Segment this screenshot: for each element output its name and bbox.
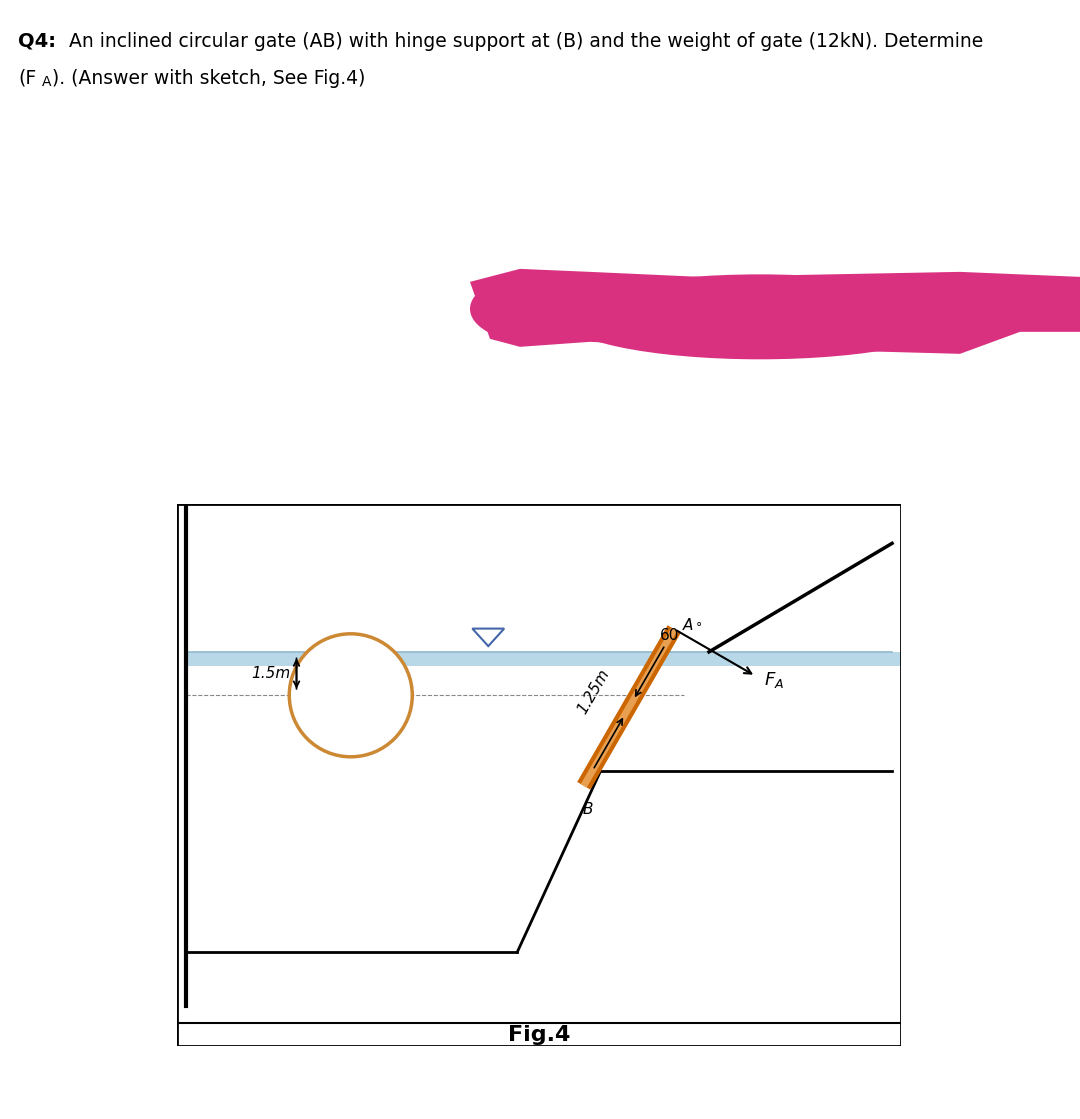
Bar: [186, 652, 901, 666]
Text: $F_A$: $F_A$: [765, 670, 784, 689]
Text: An inclined circular gate (AB) with hinge support at (B) and the weight of gate : An inclined circular gate (AB) with hing…: [63, 32, 983, 51]
Text: Fig.4: Fig.4: [508, 1025, 570, 1045]
Text: Q4:: Q4:: [18, 32, 56, 51]
Text: 1.5m: 1.5m: [252, 666, 291, 681]
Text: 60: 60: [660, 628, 679, 643]
Text: 1.25m: 1.25m: [575, 666, 612, 716]
Text: °: °: [696, 621, 702, 633]
Circle shape: [289, 633, 413, 756]
Text: A: A: [683, 618, 693, 633]
Text: ). (Answer with sketch, See Fig.4): ). (Answer with sketch, See Fig.4): [52, 69, 365, 88]
Ellipse shape: [561, 274, 960, 359]
Ellipse shape: [470, 276, 590, 341]
PathPatch shape: [470, 269, 1080, 354]
Text: B: B: [582, 801, 593, 817]
Text: (F: (F: [18, 69, 37, 88]
Text: A: A: [42, 75, 52, 90]
